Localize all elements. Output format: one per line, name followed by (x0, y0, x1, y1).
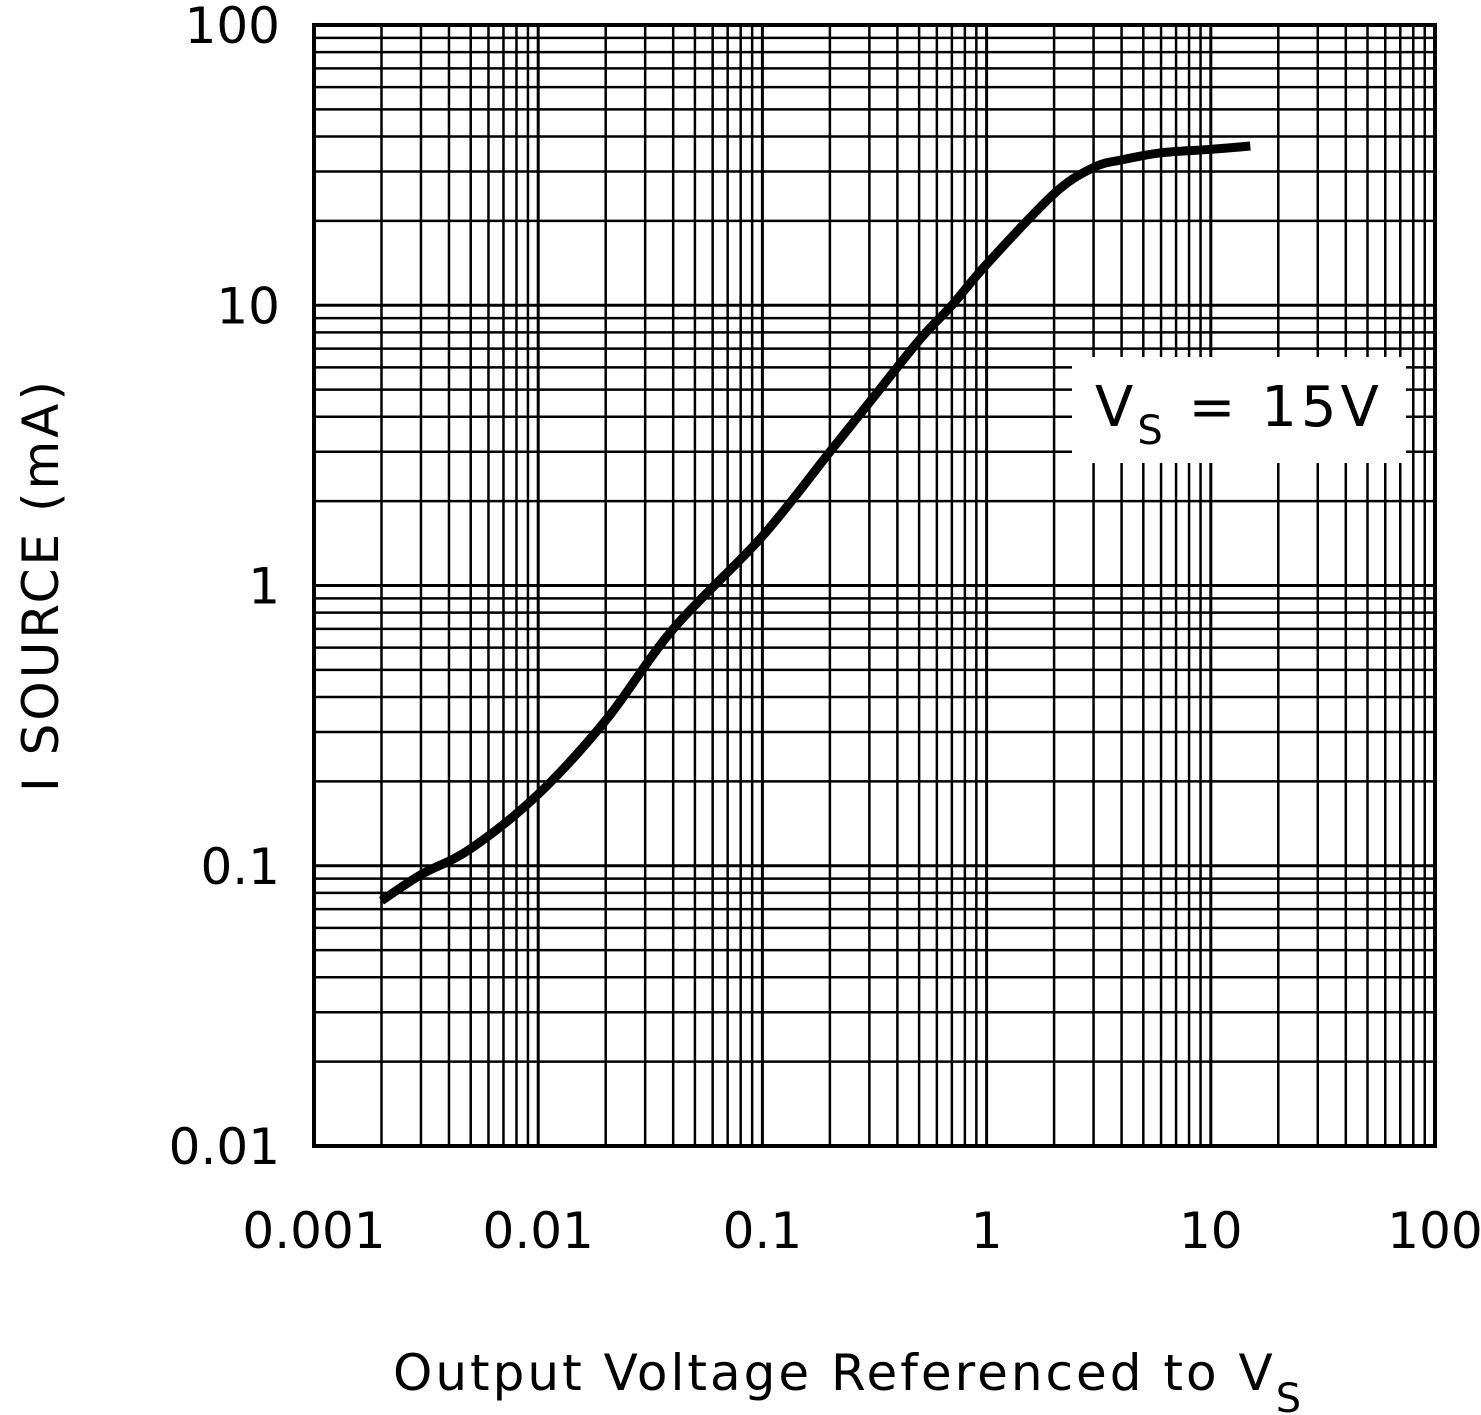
x-tick-label: 10 (1179, 1202, 1243, 1260)
y-tick-label: 10 (216, 277, 280, 335)
x-tick-label: 1 (971, 1202, 1003, 1260)
annotation-box (1072, 357, 1406, 463)
x-tick-label: 100 (1387, 1202, 1481, 1260)
y-tick-label: 100 (185, 0, 280, 55)
x-axis-title-subscript: S (1276, 1376, 1304, 1415)
y-tick-label: 1 (248, 558, 280, 616)
annotation-main: V (1095, 375, 1137, 440)
annotation-layer: VS = 15V (1072, 357, 1406, 463)
series-line (378, 141, 1251, 905)
plot-frame (312, 23, 1437, 1148)
plot-border (312, 23, 1437, 1148)
series-layer (378, 141, 1251, 905)
tick-labels: 0.001 0.01 0.1 1 10 100 0.01 0.1 1 10 100 (169, 0, 1481, 1260)
y-tick-label: 0.01 (169, 1118, 280, 1176)
y-tick-label: 0.1 (200, 838, 280, 896)
grid (312, 25, 1435, 1148)
annotation-subscript: S (1137, 408, 1166, 454)
x-tick-label: 0.001 (242, 1202, 385, 1260)
annotation-rest: = 15V (1167, 375, 1383, 440)
x-tick-label: 0.01 (483, 1202, 594, 1260)
x-tick-label: 0.1 (723, 1202, 803, 1260)
y-axis-title: I SOURCE (mA) (12, 378, 70, 792)
x-axis-title-main: Output Voltage Referenced to V (393, 1344, 1276, 1402)
annotation-label: VS = 15V (1095, 375, 1383, 454)
x-axis-title: Output Voltage Referenced to VS (393, 1344, 1304, 1415)
